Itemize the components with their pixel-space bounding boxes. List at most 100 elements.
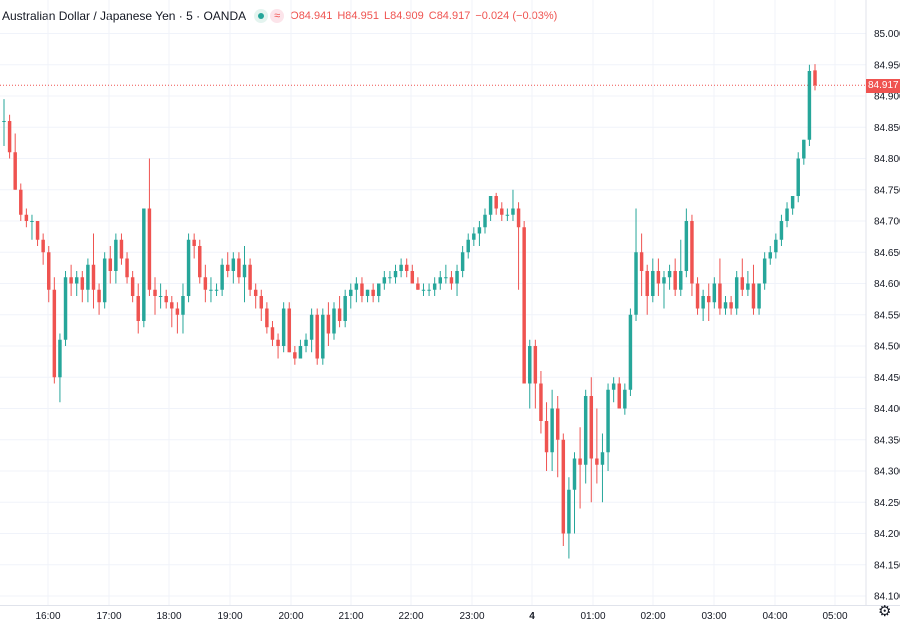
time-axis[interactable]: 16:00 17:00 18:00 19:00 20:00 21:00 22:00 23:00…	[35, 611, 847, 621]
candle-body	[293, 352, 297, 359]
candle	[539, 371, 543, 434]
candle	[382, 271, 387, 290]
x-tick-label: 19:00	[217, 611, 242, 621]
candle-body	[561, 439, 566, 534]
candle	[30, 214, 34, 240]
candle-body	[242, 264, 247, 278]
candle-body	[550, 408, 554, 453]
candle-body	[371, 289, 375, 296]
chart-header: Australian Dollar / Japanese Yen · 5 · O…	[2, 8, 562, 24]
candle	[488, 196, 493, 221]
candle-body	[58, 339, 62, 378]
candle-body	[416, 283, 420, 290]
y-tick-label: 84.750	[874, 185, 900, 196]
candle-body	[365, 289, 370, 296]
candle-body	[220, 264, 224, 290]
candle-body	[729, 302, 733, 309]
candle-body	[125, 258, 129, 278]
candle	[790, 196, 795, 215]
candle	[449, 271, 454, 290]
candle	[634, 208, 638, 321]
candle	[639, 233, 644, 296]
candle	[58, 333, 62, 403]
candle-body	[192, 239, 196, 246]
wave-icon[interactable]: ≈	[270, 9, 285, 23]
candle	[404, 258, 409, 278]
candle	[388, 271, 392, 284]
candle	[500, 202, 504, 221]
candle-body	[231, 258, 236, 271]
candle	[796, 152, 800, 203]
candle-body	[80, 277, 85, 290]
candle	[550, 389, 554, 471]
candle	[477, 221, 482, 246]
candle	[651, 258, 655, 303]
candle	[315, 308, 319, 365]
candle-body	[153, 289, 157, 296]
candle	[567, 477, 571, 559]
candle-body	[639, 252, 644, 271]
green-dot-icon[interactable]	[254, 9, 269, 23]
open-value: O84.941	[290, 10, 333, 22]
candle-body	[63, 277, 68, 340]
candle-body	[472, 233, 476, 240]
candle-body	[662, 277, 666, 284]
candle-body	[595, 458, 599, 465]
candle-body	[214, 289, 219, 291]
candle-body	[544, 421, 549, 453]
candle-body	[701, 296, 705, 309]
candle-body	[528, 346, 532, 384]
candle	[259, 289, 264, 321]
candle-body	[265, 308, 269, 328]
candle-body	[253, 289, 258, 296]
candle	[734, 271, 739, 315]
candle	[220, 258, 224, 296]
candle-body	[326, 314, 331, 334]
candle	[673, 258, 677, 296]
candle	[80, 271, 85, 303]
candle-body	[343, 296, 347, 321]
candle-body	[567, 489, 571, 534]
candle	[86, 258, 90, 303]
candle-body	[645, 271, 649, 296]
candle-body	[623, 389, 627, 409]
candle-body	[706, 296, 711, 303]
candle-body	[572, 458, 577, 490]
candle	[181, 283, 185, 334]
candle	[371, 283, 375, 303]
candle-body	[130, 277, 135, 296]
candle-body	[718, 283, 722, 309]
y-tick-label: 84.100	[874, 592, 900, 603]
candle-body	[589, 396, 594, 459]
candle	[237, 252, 241, 284]
candle-body	[494, 196, 498, 209]
candle	[198, 239, 202, 284]
candle-body	[47, 252, 51, 290]
candle	[751, 264, 756, 315]
candle	[645, 264, 649, 315]
candle	[807, 64, 812, 146]
gear-icon[interactable]: ⚙	[878, 603, 892, 620]
candle	[91, 233, 96, 309]
candle-body	[606, 389, 610, 453]
candle-body	[522, 227, 526, 384]
candle	[472, 227, 476, 246]
candle	[723, 296, 728, 315]
candle	[718, 258, 722, 315]
candle	[147, 158, 152, 296]
candle	[555, 396, 560, 478]
candle	[365, 289, 370, 303]
candle-body	[354, 283, 359, 290]
candle	[293, 346, 297, 365]
candle-body	[19, 189, 23, 215]
candles	[2, 64, 817, 559]
candle-body	[466, 239, 470, 253]
candle-body	[181, 296, 185, 315]
candle-body	[114, 239, 118, 271]
symbol-title[interactable]: Australian Dollar / Japanese Yen · 5 · O…	[2, 9, 247, 23]
candle	[740, 258, 745, 296]
price-axis[interactable]: 85.000 84.950 84.900 84.850 84.800 84.750 84.7…	[874, 29, 900, 603]
x-tick-label: 18:00	[156, 611, 181, 621]
candle	[667, 264, 672, 290]
